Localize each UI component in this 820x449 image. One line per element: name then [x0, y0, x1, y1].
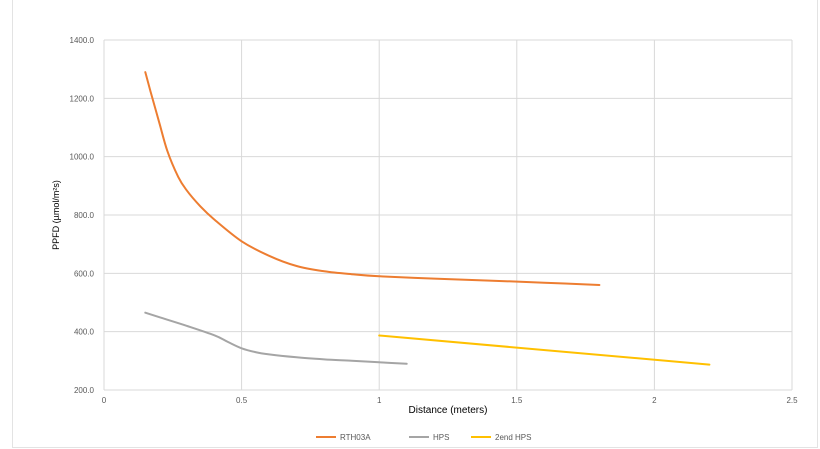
legend-label: 2end HPS [495, 433, 531, 442]
y-axis-label: PPFD (µmol/m²s) [51, 180, 61, 250]
axis-layer: 0 0.5 1 1.5 2 2.5 200.0 400.0 600.0 800.0 1000.0 12… [70, 36, 799, 405]
chart-border [12, 0, 818, 448]
x-tick-label: 1 [377, 396, 382, 405]
x-tick-label: 0.5 [236, 396, 248, 405]
x-tick-label: 2.5 [786, 396, 798, 405]
y-tick-label: 400.0 [74, 328, 95, 337]
series-line-2 [378, 334, 711, 366]
legend-label: RTH03A [340, 433, 371, 442]
series-line-0 [144, 71, 601, 286]
y-tick-label: 200.0 [74, 386, 95, 395]
y-tick-label: 800.0 [74, 211, 95, 220]
y-tick-label: 1400.0 [70, 36, 95, 45]
x-tick-label: 0 [102, 396, 107, 405]
x-tick-label: 1.5 [511, 396, 523, 405]
series-line-1 [144, 311, 408, 365]
legend: RTH03A HPS 2end HPS [316, 433, 531, 442]
y-tick-label: 600.0 [74, 269, 95, 278]
y-tick-label: 1000.0 [70, 153, 95, 162]
grid-layer [103, 39, 793, 391]
series-layer [144, 71, 711, 366]
x-axis-label: Distance (meters) [409, 405, 488, 416]
y-tick-label: 1200.0 [70, 94, 95, 103]
x-tick-label: 2 [652, 396, 657, 405]
legend-label: HPS [433, 433, 449, 442]
